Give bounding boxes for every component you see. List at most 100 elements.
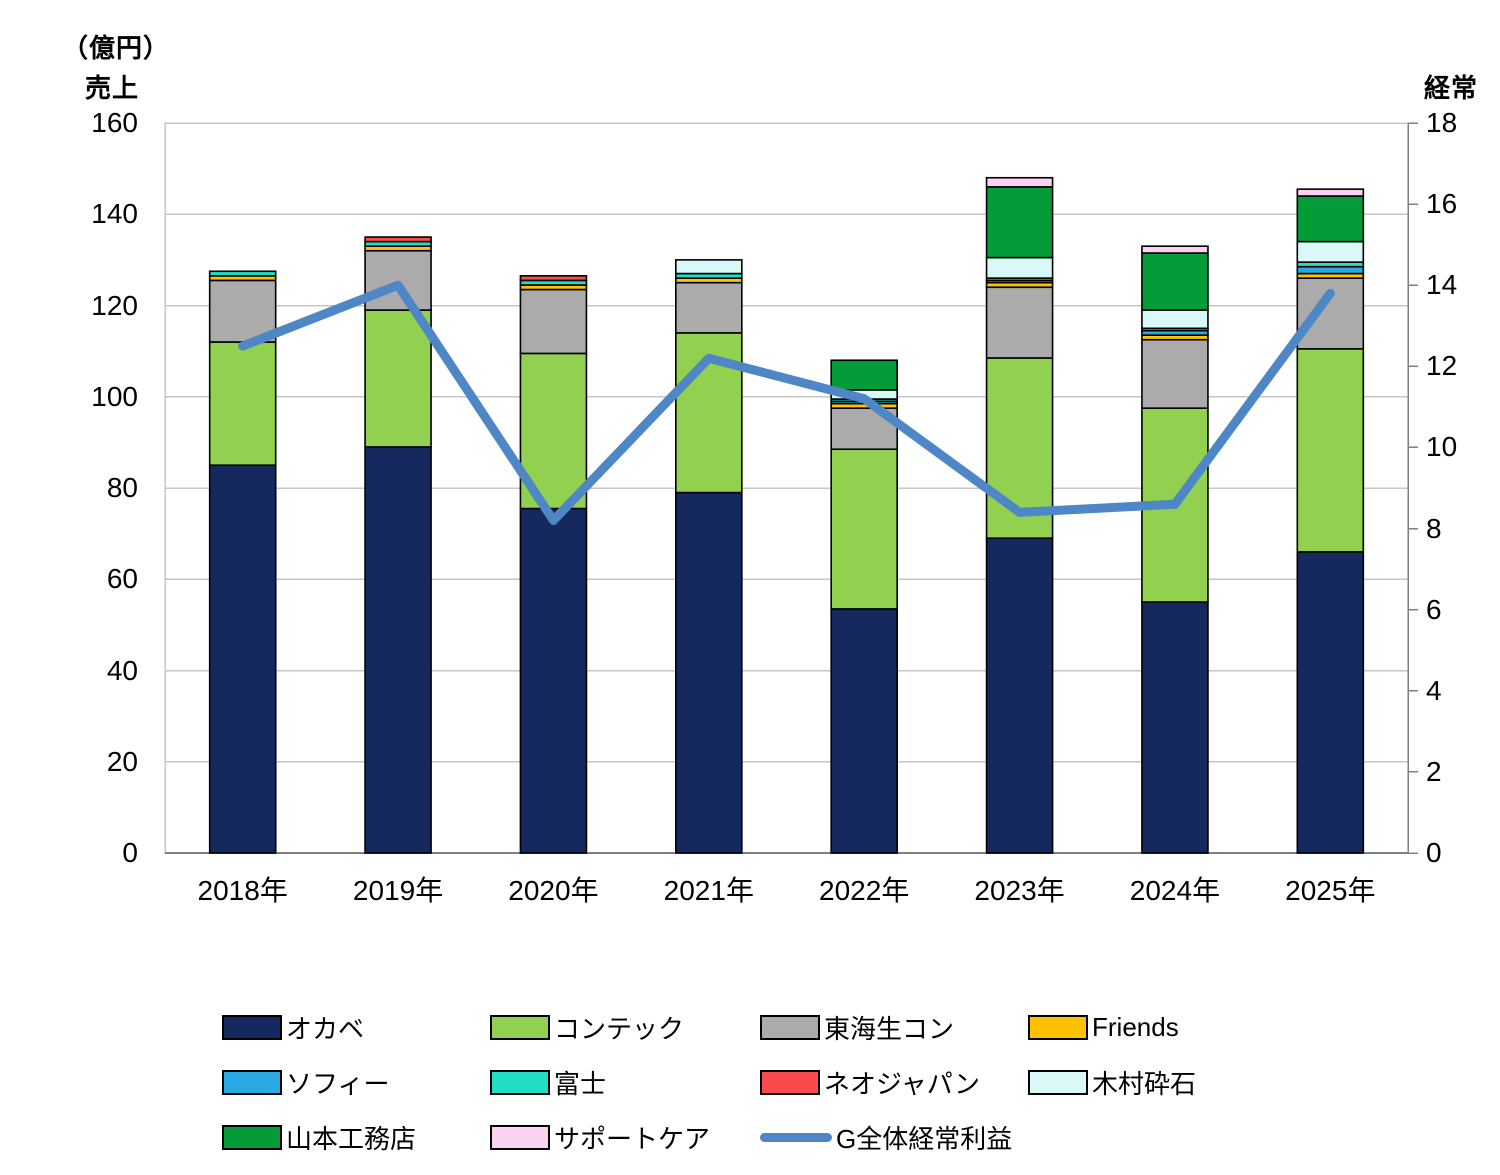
bar-segment [364, 249, 432, 311]
bar-segment [364, 309, 432, 448]
legend-color-swatch [490, 1014, 550, 1040]
legend-line-swatch [760, 1132, 832, 1142]
y-left-tick-label: 80 [106, 472, 138, 503]
legend-color-swatch [760, 1014, 820, 1040]
legend-color-swatch [222, 1014, 282, 1040]
bar-segment [1296, 240, 1365, 263]
legend-item: オカベ [222, 1012, 364, 1044]
legend-label: ソフィー [286, 1068, 390, 1099]
bar-segment [985, 176, 1054, 188]
bar-segment [364, 236, 432, 243]
bar-segment [1141, 252, 1209, 311]
bar-segment [675, 281, 743, 334]
bar-segment [830, 359, 898, 391]
y-right-tick-label: 4 [1426, 674, 1442, 706]
legend-color-swatch [222, 1069, 282, 1095]
bar-segment [1296, 195, 1365, 243]
bar-segment [830, 448, 898, 610]
legend-label: コンテック [554, 1013, 685, 1044]
bar-segment [208, 270, 277, 277]
bar-segment [1296, 551, 1365, 854]
x-axis-label: 2019年 [352, 875, 444, 906]
bar-segment [985, 256, 1054, 279]
left-axis-unit-label: （億円） [62, 33, 171, 63]
legend-label: 富士 [554, 1068, 607, 1099]
bar-segment [519, 507, 588, 854]
bar-segment [1296, 188, 1365, 197]
y-left-tick-label: 100 [91, 380, 138, 412]
y-left-tick-label: 60 [106, 563, 138, 595]
bar-segment [364, 446, 432, 854]
y-left-tick-label: 160 [91, 107, 138, 138]
bar-segment [675, 259, 743, 275]
legend-color-swatch [1028, 1069, 1088, 1095]
y-right-tick-label: 2 [1426, 755, 1442, 787]
bar-segment [519, 275, 588, 282]
legend-item: コンテック [490, 1012, 684, 1044]
x-axis-label: 2018年 [197, 875, 288, 906]
legend-item: ソフィー [222, 1067, 389, 1099]
bar-segment [1141, 245, 1209, 254]
legend-color-swatch [490, 1124, 550, 1150]
y-right-tick-label: 0 [1426, 837, 1442, 868]
profit-line [238, 280, 1335, 525]
x-axis-label: 2021年 [663, 875, 754, 906]
y-left-tick-label: 40 [106, 654, 138, 686]
bar-segment [519, 352, 588, 510]
legend-item: G全体経常利益 [760, 1122, 1012, 1154]
bar-segment [1141, 338, 1209, 409]
bar-segment [1141, 309, 1209, 330]
y-right-tick-label: 16 [1426, 188, 1458, 220]
y-left-tick-label: 20 [106, 745, 138, 777]
y-right-tick-label: 10 [1426, 431, 1458, 463]
y-left-tick-label: 140 [91, 198, 138, 230]
bar-segment [1296, 348, 1365, 553]
legend-label: G全体経常利益 [836, 1123, 1013, 1154]
bar-segment [830, 608, 898, 854]
x-axis-label: 2022年 [819, 875, 910, 906]
bar-segment [208, 341, 277, 466]
y-right-tick-label: 18 [1426, 107, 1458, 138]
legend-item: サポートケア [490, 1122, 710, 1154]
bar-segment [985, 286, 1054, 359]
x-axis-label: 2020年 [508, 875, 599, 906]
y-left-tick-label: 0 [122, 837, 138, 868]
bar-segment [208, 279, 277, 343]
bar-segment [1141, 601, 1209, 854]
legend-color-swatch [222, 1124, 282, 1150]
y-left-tick-label: 120 [91, 289, 138, 321]
bar-segment [519, 288, 588, 355]
legend-label: サポートケア [554, 1123, 711, 1154]
legend-label: ネオジャパン [824, 1068, 981, 1099]
bar-segment [1296, 265, 1365, 275]
y-right-tick-label: 14 [1426, 269, 1458, 301]
x-axis-label: 2025年 [1285, 875, 1376, 906]
x-axis-label: 2024年 [1129, 875, 1221, 906]
y-right-tick-label: 6 [1426, 593, 1442, 625]
legend-label: 木村砕石 [1092, 1068, 1197, 1099]
legend-item: 山本工務店 [222, 1122, 416, 1154]
legend-color-swatch [1028, 1014, 1088, 1040]
bar-segment [985, 537, 1054, 854]
legend-label: Friends [1092, 1011, 1179, 1042]
y-right-tick-label: 12 [1426, 350, 1458, 382]
bar-segment [208, 464, 277, 854]
bar-segment [985, 186, 1054, 259]
legend-item: 木村砕石 [1028, 1067, 1196, 1099]
left-axis-title: 売上 [85, 73, 140, 103]
legend-item: Friends [1028, 1012, 1179, 1042]
legend-item: 東海生コン [760, 1012, 954, 1044]
y-right-tick-label: 8 [1426, 512, 1442, 544]
legend-label: 山本工務店 [286, 1123, 417, 1154]
legend-item: 富士 [490, 1067, 606, 1099]
legend-label: 東海生コン [824, 1013, 955, 1044]
bar-segment [675, 491, 743, 854]
right-axis-title: 経常 [1424, 73, 1479, 103]
x-axis-label: 2023年 [974, 875, 1065, 906]
legend-color-swatch [490, 1069, 550, 1095]
legend-label: オカベ [286, 1013, 365, 1044]
legend-item: ネオジャパン [760, 1067, 980, 1099]
legend-color-swatch [760, 1069, 820, 1095]
bar-segment [1296, 277, 1365, 350]
